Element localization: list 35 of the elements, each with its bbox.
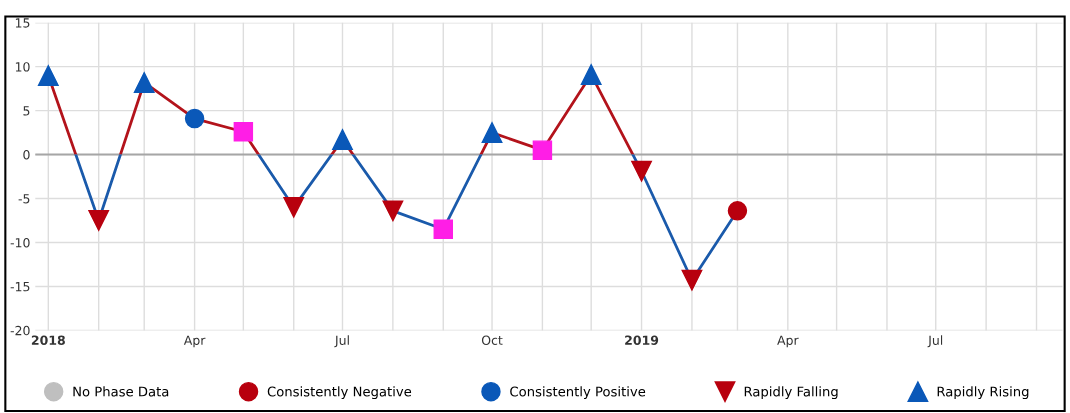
point [580, 64, 602, 85]
y-tick-label: 5 [23, 106, 30, 116]
legend-label: Consistently Positive [510, 386, 646, 400]
point [332, 129, 353, 151]
point [532, 140, 553, 160]
y-tick-label: 0 [23, 150, 30, 160]
point [88, 210, 110, 231]
y-tick-label: 10 [15, 62, 30, 72]
y-tick-label: -20 [10, 325, 30, 336]
y-tick-label: -15 [10, 282, 30, 292]
point [283, 196, 305, 218]
legend-label: Rapidly Falling [744, 386, 838, 400]
x-tick-label: 2019 [625, 335, 659, 345]
legend-label: Rapidly Rising [937, 386, 1029, 400]
x-tick-label: Jul [927, 335, 943, 348]
point [37, 65, 59, 86]
y-tick-label: -5 [18, 194, 30, 204]
y-tick-label: 15 [15, 18, 30, 28]
legend-label: Consistently Negative [267, 386, 412, 400]
legend-label: No Phase Data [73, 386, 169, 397]
point [727, 201, 748, 221]
point [382, 200, 404, 222]
y-tick-label: -10 [10, 237, 30, 248]
point [184, 108, 205, 129]
x-tick-label: Apr [777, 335, 799, 348]
point [631, 160, 652, 182]
point [433, 219, 453, 240]
x-tick-label: Apr [183, 335, 206, 348]
x-tick-label: Jul [334, 335, 349, 348]
point [233, 122, 254, 142]
x-tick-label: Oct [481, 335, 503, 345]
point [681, 269, 703, 291]
x-tick-label: 2018 [31, 335, 65, 345]
point [481, 122, 503, 144]
point [133, 72, 155, 93]
